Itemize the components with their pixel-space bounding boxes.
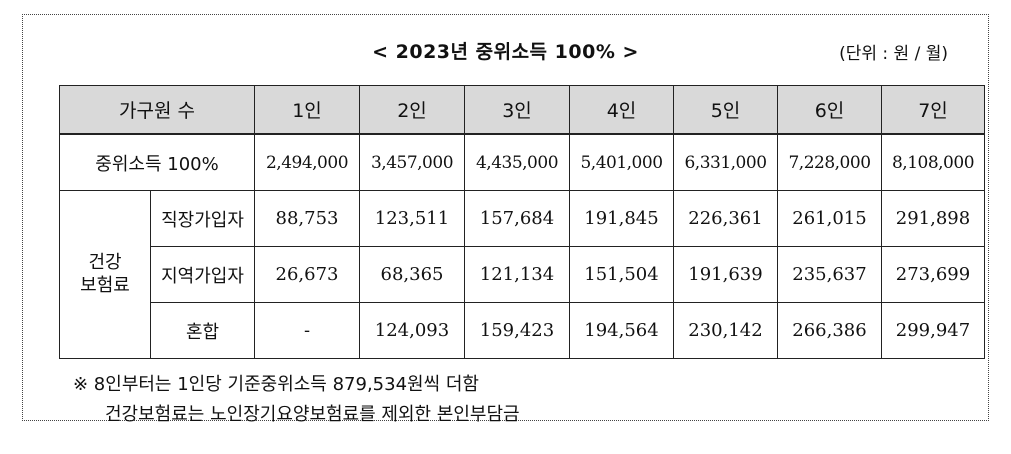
header-cell: 3인 — [464, 85, 570, 135]
table-row: 건강 보험료 직장가입자 88,753 123,511 157,684 191,8… — [59, 190, 985, 359]
table-cell: 273,699 — [881, 246, 985, 303]
table-cell: 194,564 — [569, 302, 674, 359]
table-header-row: 가구원 수 1인 2인 3인 4인 5인 6인 7인 — [59, 85, 985, 135]
header-cell: 6인 — [777, 85, 882, 135]
table-cell: 26,673 — [254, 246, 360, 303]
table-cell: 68,365 — [359, 246, 465, 303]
table-cell: 191,639 — [673, 246, 778, 303]
table-cell: 157,684 — [464, 190, 570, 247]
table-cell: 291,898 — [881, 190, 985, 247]
header-cell: 4인 — [569, 85, 674, 135]
row-label: 중위소득 100% — [59, 133, 255, 191]
table-cell: 235,637 — [777, 246, 882, 303]
footnote: 건강보험료는 노인장기요양보험료를 제외한 본인부담금 — [105, 404, 520, 425]
page-title: < 2023년 중위소득 100% > — [372, 41, 639, 63]
median-income-table: 가구원 수 1인 2인 3인 4인 5인 6인 7인 중위소득 100% 2,4… — [59, 85, 985, 359]
table-cell: 226,361 — [673, 190, 778, 247]
table-cell: - — [254, 302, 360, 359]
table-row: 지역가입자 26,673 68,365 121,134 151,504 191,… — [60, 246, 985, 303]
table-row: 중위소득 100% 2,494,000 3,457,000 4,435,000 … — [59, 133, 985, 191]
group-label: 건강 보험료 — [59, 190, 151, 359]
table-cell: 299,947 — [881, 302, 985, 359]
table-cell: 123,511 — [359, 190, 465, 247]
header-cell: 5인 — [673, 85, 778, 135]
row-label: 혼합 — [150, 302, 255, 359]
header-cell: 2인 — [359, 85, 465, 135]
table-row: 혼합 - 124,093 159,423 194,564 230,142 266… — [60, 302, 985, 359]
header-cell: 1인 — [254, 85, 360, 135]
table-cell: 159,423 — [464, 302, 570, 359]
footnote: ※ 8인부터는 1인당 기준중위소득 879,534원씩 더함 — [73, 374, 479, 395]
table-cell: 88,753 — [254, 190, 360, 247]
group-label-line: 보험료 — [80, 274, 130, 296]
row-label: 직장가입자 — [150, 190, 255, 247]
table-cell: 4,435,000 — [464, 133, 570, 191]
table-cell: 124,093 — [359, 302, 465, 359]
table-cell: 6,331,000 — [673, 133, 778, 191]
table-cell: 151,504 — [569, 246, 674, 303]
table-cell: 230,142 — [673, 302, 778, 359]
group-label-line: 건강 — [88, 252, 122, 273]
table-cell: 2,494,000 — [254, 133, 360, 191]
table-cell: 261,015 — [777, 190, 882, 247]
row-label: 지역가입자 — [150, 246, 255, 303]
table-cell: 7,228,000 — [777, 133, 882, 191]
unit-label: (단위 : 원 / 월) — [839, 44, 948, 64]
table-cell: 3,457,000 — [359, 133, 465, 191]
table-cell: 8,108,000 — [881, 133, 985, 191]
document-frame: < 2023년 중위소득 100% > (단위 : 원 / 월) 가구원 수 1… — [22, 14, 989, 425]
header-cell: 7인 — [881, 85, 985, 135]
table-cell: 266,386 — [777, 302, 882, 359]
table-cell: 5,401,000 — [569, 133, 674, 191]
table-cell: 121,134 — [464, 246, 570, 303]
table-cell: 191,845 — [569, 190, 674, 247]
header-cell: 가구원 수 — [59, 85, 255, 135]
